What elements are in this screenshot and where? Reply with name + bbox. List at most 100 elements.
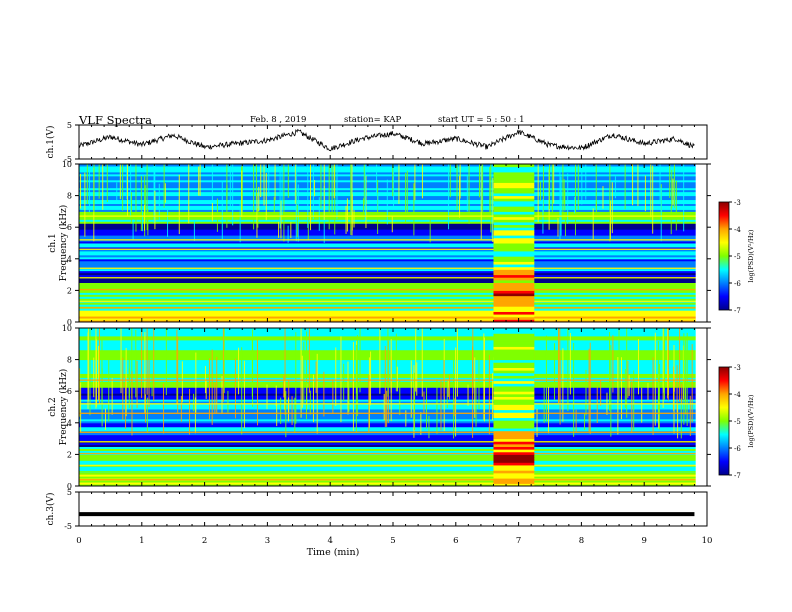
ch2-spectrogram-streak <box>589 342 591 435</box>
ch2-spectrogram-streak <box>652 357 654 435</box>
ch2-spectrogram-streak <box>223 328 225 394</box>
ch2-spectrogram-streak <box>356 335 358 416</box>
ch2-spectrogram-streak <box>436 379 438 434</box>
ch2-spectrogram-streak <box>370 351 372 406</box>
ch2-spectrogram-streak <box>87 328 89 401</box>
ch2-spectrogram-streak <box>617 357 619 435</box>
ch1-spectrogram-streak <box>466 176 468 212</box>
ch2-spectrogram-burst <box>493 430 535 434</box>
xtick-label: 6 <box>453 536 458 546</box>
ch1-spectrogram-streak <box>351 194 353 231</box>
ch1-spectrogram-burst <box>493 240 535 244</box>
ch2-spectrogram-streak <box>335 347 337 407</box>
ch2-spectrogram-streak <box>415 328 417 392</box>
ch2-spectrogram-streak <box>673 345 675 434</box>
ch2-spectrogram-streak <box>80 382 82 433</box>
ch2-spectrogram-band <box>79 418 707 422</box>
ch2-spectrogram-burst <box>493 433 535 437</box>
ch1-spectrogram-streak <box>659 164 661 201</box>
ch1-spectrogram-streak <box>459 164 461 199</box>
ch1-spectrogram-streak <box>320 164 322 209</box>
ch1-spectrogram-streak <box>226 184 228 202</box>
ch2-spectrogram-streak <box>332 379 334 414</box>
ch2-spectrogram-streak <box>685 336 687 415</box>
ch1-spectrogram-streak <box>273 197 275 214</box>
ch2-spectrogram-streak <box>667 328 669 399</box>
ch2-spectrogram-streak <box>609 332 611 411</box>
ch2-spectrogram-line <box>79 431 707 433</box>
ch2-spectrogram-streak <box>153 328 155 402</box>
ch1-spectrogram-streak <box>393 164 395 206</box>
ch1-spectrogram-band <box>79 244 707 248</box>
ch2-spectrogram-band <box>79 393 707 396</box>
ch2-spectrogram-ytick-label: 0 <box>67 482 72 491</box>
ch2-spectrogram-burst <box>493 467 535 471</box>
ch1-spectrogram-band <box>79 258 707 262</box>
ch1-spectrogram-band <box>79 286 707 289</box>
ch1-spectrogram-streak <box>122 164 124 211</box>
ch1-spectrogram-burst <box>493 211 535 215</box>
ch2-spectrogram-burst <box>493 378 535 382</box>
figure-title: VLF Spectra <box>79 113 153 127</box>
ch2-spectrogram-streak <box>303 341 305 404</box>
ch1-spectrogram-streak <box>671 169 673 209</box>
ch2-spectrogram-streak <box>691 344 693 423</box>
ch2-spectrogram-band <box>79 410 707 414</box>
ch2-spectrogram-band <box>79 373 707 376</box>
ch1-spectrogram-streak <box>413 183 415 236</box>
ch2-spectrogram-burst <box>493 483 535 487</box>
ch2-spectrogram-burst <box>493 346 535 350</box>
ch1-spectrogram-band <box>79 201 707 204</box>
ch1-spectrogram-streak <box>480 164 482 240</box>
ch1-spectrogram-band <box>79 250 707 254</box>
ch2-spectrogram-streak <box>545 335 547 422</box>
ch1-spectrogram-streak <box>314 180 316 197</box>
ch2-spectrogram-streak <box>456 328 458 397</box>
ch2-spectrogram-streak <box>662 328 664 408</box>
ch1-spectrogram-streak <box>287 164 289 198</box>
ch2-spectrogram-burst <box>493 457 535 461</box>
ch1-spectrogram-burst <box>493 308 535 312</box>
ch2-spectrogram-burst <box>493 399 535 403</box>
ch3-waveform-ytick-label: 5 <box>67 488 72 497</box>
ch2-spectrogram-burst <box>493 330 535 334</box>
ch1-spectrogram-burst <box>493 295 535 299</box>
ch1-spectrogram-band <box>79 292 707 295</box>
ch2-spectrogram-burst <box>493 341 535 345</box>
ch1-spectrogram-burst <box>493 227 535 231</box>
ch1-spectrogram-ytick-label: 6 <box>67 223 72 232</box>
ch3-waveform-ytick-label: -5 <box>64 522 72 531</box>
ch2-spectrogram-streak <box>163 383 165 434</box>
ch2-spectrogram-streak <box>251 338 253 397</box>
ch1-spectrogram-line <box>79 215 707 217</box>
ch1-spectrogram-streak <box>644 175 646 212</box>
ch1-spectrogram-streak <box>260 164 262 197</box>
ch2-spectrogram-burst <box>493 414 535 419</box>
ch1-spectrogram-streak <box>296 204 298 238</box>
ch2-spectrogram-burst <box>493 435 535 440</box>
ch1-spectrogram-ytick-label: 4 <box>67 255 72 264</box>
ch1-spectrogram-ytick-label: 10 <box>62 160 72 169</box>
ch2-spectrogram-burst <box>493 472 535 476</box>
ch1-spectrogram-streak <box>336 164 338 219</box>
ch1-spectrogram-streak <box>491 164 493 238</box>
ch1-spectrogram-band <box>79 237 707 240</box>
ch1-spectrogram-streak <box>632 164 634 206</box>
ch1-spectrogram-streak <box>559 169 561 240</box>
ch2-spectrogram-streak <box>340 336 342 423</box>
ch1-spectrogram-band <box>79 199 707 203</box>
ch1-spectrogram-streak <box>560 176 562 236</box>
ch1-spectrogram-burst <box>493 182 535 186</box>
ch2-spectrogram-streak <box>567 328 569 412</box>
colorbar-ch1-tick-label: -5 <box>734 253 741 261</box>
ch1-spectrogram-streak <box>350 164 352 236</box>
ch1-spectrogram-streak <box>116 182 118 204</box>
ch2-spectrogram-streak <box>679 328 681 402</box>
ch2-spectrogram-streak <box>294 397 296 433</box>
ch2-spectrogram-band <box>79 468 707 471</box>
date-label: Feb. 8 , 2019 <box>250 115 307 125</box>
ch2-spectrogram-band <box>79 462 707 465</box>
ch2-spectrogram-streak <box>176 329 178 405</box>
ch2-spectrogram-band <box>79 407 707 410</box>
